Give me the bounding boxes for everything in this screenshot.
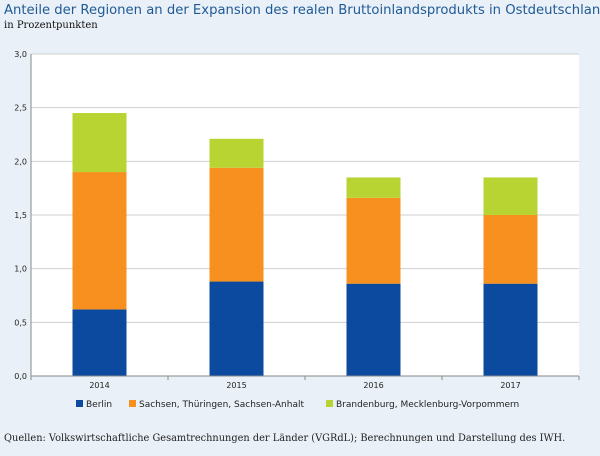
bar-segment <box>72 172 127 310</box>
bar-segment <box>209 167 264 282</box>
legend-swatch <box>326 400 333 407</box>
legend-label: Brandenburg, Mecklenburg-Vorpommern <box>336 400 519 410</box>
bar-segment <box>209 281 264 376</box>
legend-label: Sachsen, Thüringen, Sachsen-Anhalt <box>139 400 304 410</box>
y-tick-label: 1,0 <box>14 265 27 274</box>
bar-segment <box>483 177 538 215</box>
bar-segment <box>209 138 264 168</box>
bar-segment <box>483 283 538 376</box>
y-tick-label: 0,0 <box>14 372 27 381</box>
y-tick-label: 2,0 <box>14 157 27 166</box>
y-tick-label: 0,5 <box>14 318 27 327</box>
y-tick-label: 1,5 <box>14 211 27 220</box>
legend-label: Berlin <box>86 400 112 410</box>
bar-segment <box>346 177 401 198</box>
bar-segment <box>483 215 538 284</box>
bar-segment <box>346 197 401 284</box>
chart-title: Anteile der Regionen an der Expansion de… <box>4 3 600 18</box>
legend-swatch <box>76 400 83 407</box>
chart-subtitle: in Prozentpunkten <box>4 20 98 31</box>
x-tick-label: 2014 <box>89 381 109 390</box>
legend-swatch <box>129 400 136 407</box>
x-tick-label: 2016 <box>363 381 383 390</box>
source-note: Quellen: Volkswirtschaftliche Gesamtrech… <box>4 433 566 444</box>
bar-segment <box>72 113 127 173</box>
bar-segment <box>72 309 127 376</box>
bar-segment <box>346 283 401 376</box>
x-tick-label: 2015 <box>226 381 246 390</box>
y-tick-label: 2,5 <box>14 104 27 113</box>
y-tick-label: 3,0 <box>14 50 27 59</box>
x-tick-label: 2017 <box>500 381 520 390</box>
